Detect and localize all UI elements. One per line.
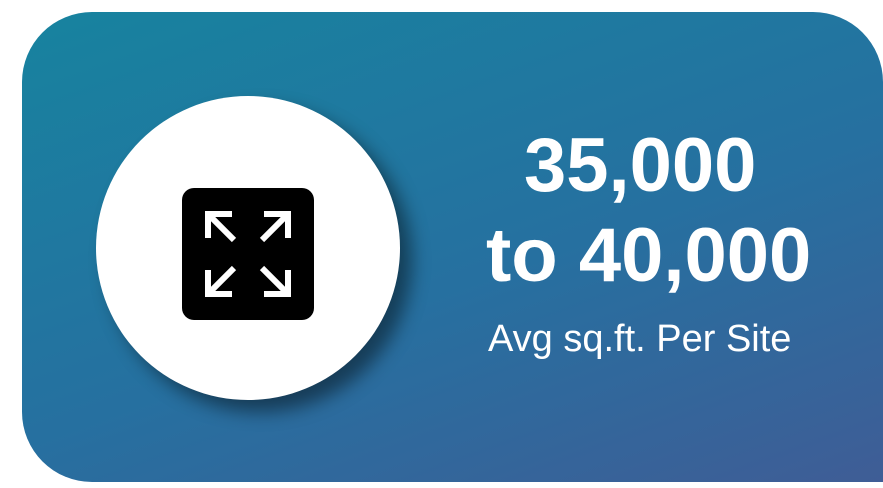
expand-icon xyxy=(182,188,314,320)
stat-line-2: to 40,000 xyxy=(486,213,812,298)
stat-line-1: 35,000 xyxy=(524,123,757,208)
stat-caption: Avg sq.ft. Per Site xyxy=(488,318,792,360)
